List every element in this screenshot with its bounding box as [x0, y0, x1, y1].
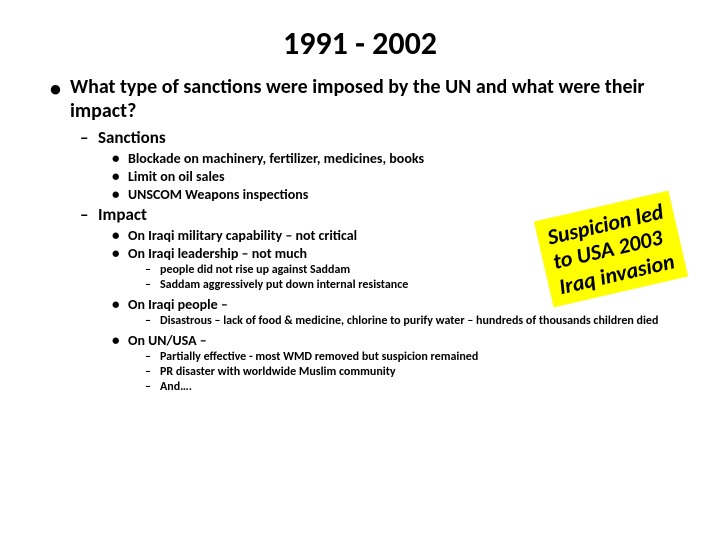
unusa-sub: And…. — [145, 380, 690, 394]
unusa-sub: Partially effective - most WMD removed b… — [145, 350, 690, 364]
sanctions-header: Sanctions — [80, 127, 690, 148]
unusa-sub: PR disaster with worldwide Muslim commun… — [145, 365, 690, 379]
sanctions-item: Blockade on machinery, fertilizer, medic… — [112, 150, 690, 167]
page-title: 1991 - 2002 — [0, 0, 720, 75]
main-question: What type of sanctions were imposed by t… — [50, 75, 690, 123]
sanctions-item: UNSCOM Weapons inspections — [112, 186, 690, 203]
impact-unusa: On UN/USA – — [112, 332, 690, 349]
people-sub: Disastrous – lack of food & medicine, ch… — [145, 314, 690, 328]
impact-people: On Iraqi people – — [112, 296, 690, 313]
sanctions-item: Limit on oil sales — [112, 168, 690, 185]
